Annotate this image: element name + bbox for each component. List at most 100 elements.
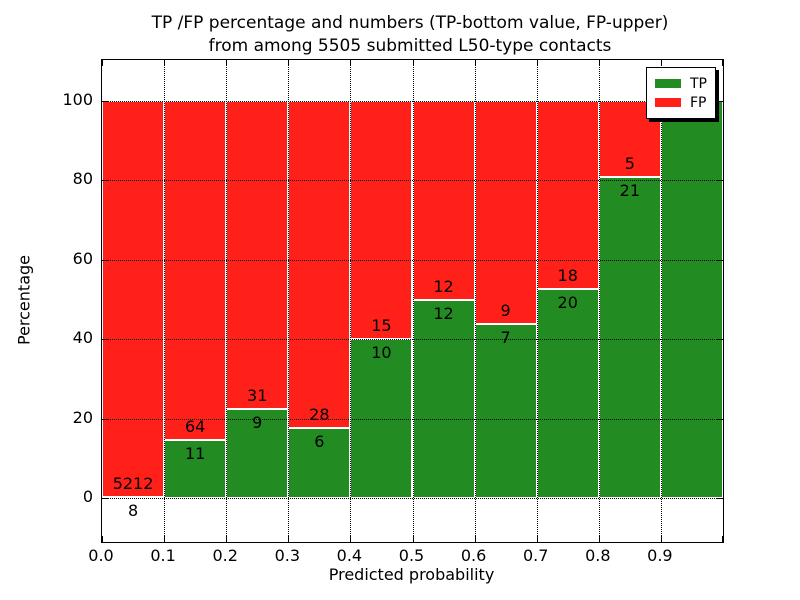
y-tick-mark [717,339,723,341]
y-tick-mark [717,498,723,499]
fp-bar-segment [102,101,165,498]
fp-bar-segment [288,101,351,428]
y-axis-label: Percentage [14,254,34,346]
y-tick-label: 0 [82,487,93,506]
tp-bar-segment [598,177,661,498]
y-tick-label: 100 [62,90,93,109]
y-tick-mark [102,180,108,182]
tp-count-label: 8 [127,501,139,521]
tp-swatch-icon [655,79,681,88]
x-tick-mark [598,536,600,542]
x-tick-label: 0.6 [460,546,487,565]
tp-bar-segment [164,439,227,498]
x-tick-mark [722,60,723,66]
legend-label: FP [690,94,707,111]
x-tick-mark [722,536,723,542]
x-tick-label: 0.7 [522,546,549,565]
y-tick-mark [102,101,108,102]
fp-count-label: 15 [371,316,392,336]
tp-bar-segment [412,299,475,498]
y-tick-mark [717,259,723,261]
x-tick-mark [288,536,290,542]
tp-count-label: 9 [252,412,263,432]
fp-count-label: 28 [309,404,330,424]
y-tick-mark [717,180,723,182]
x-tick-label: 0.1 [150,546,176,565]
y-tick-mark [717,418,723,420]
tp-count-label: 7 [500,328,511,348]
fp-count-label: 64 [184,416,206,436]
x-tick-mark [350,536,352,542]
tp-count-label: 20 [557,293,578,313]
fp-bar-segment [350,101,413,340]
x-tick-mark [474,60,476,66]
y-tick-mark [102,339,108,341]
tp-bar-segment [536,289,599,498]
vertical-gridline [164,60,166,542]
x-tick-mark [598,60,600,66]
chart-title-line1: TP /FP percentage and numbers (TP-bottom… [151,13,669,33]
fp-bar-segment [164,101,227,440]
y-tick-label: 80 [72,169,93,189]
vertical-gridline [288,60,290,542]
legend-label: TP [690,75,707,92]
fp-bar-segment [412,101,475,300]
x-tick-mark [412,536,414,542]
x-tick-mark [350,60,352,66]
vertical-gridline [350,60,352,542]
vertical-gridline [412,60,414,542]
vertical-gridline [536,60,538,542]
x-tick-mark [288,60,290,66]
x-tick-mark [660,60,662,66]
vertical-gridline [474,60,476,542]
x-tick-mark [474,536,476,542]
y-tick-mark [102,498,108,499]
tp-count-label: 6 [314,431,325,451]
x-tick-mark [660,536,662,542]
x-tick-label: 0.3 [274,546,301,565]
chart-title-line2: from among 5505 submitted L50-type conta… [208,36,612,56]
x-tick-label: 0.0 [88,546,114,565]
tp-bar-segment [474,324,537,498]
y-tick-mark [102,418,108,420]
tp-count-label: 21 [619,181,641,201]
legend: TP FP [646,67,716,119]
x-tick-mark [102,536,103,542]
y-tick-mark [717,101,723,102]
x-tick-mark [226,60,228,66]
x-tick-label: 0.5 [398,546,425,565]
x-tick-mark [536,536,538,542]
chart-title: TP /FP percentage and numbers (TP-bottom… [60,12,760,58]
fp-count-label: 9 [500,301,511,321]
fp-bar-segment [474,101,537,325]
tp-bar-segment [288,427,351,498]
legend-item: TP [655,74,707,93]
vertical-gridline [226,60,228,542]
fp-count-label: 5212 [112,474,154,494]
y-tick-mark [102,259,108,261]
fp-count-label: 18 [557,266,578,286]
tp-bar-segment [660,101,723,498]
fp-bar-segment [226,101,289,409]
legend-item: FP [655,93,707,112]
y-tick-label: 20 [72,407,93,427]
x-tick-mark [536,60,538,66]
fp-count-label: 31 [247,385,268,405]
x-tick-mark [164,60,166,66]
x-tick-label: 0.4 [336,546,363,565]
x-tick-mark [102,60,103,66]
y-tick-label: 60 [72,248,93,268]
fp-swatch-icon [655,98,681,107]
tp-count-label: 11 [184,443,206,463]
fp-count-label: 5 [624,154,635,174]
x-tick-label: 0.8 [585,546,611,565]
x-tick-mark [226,536,228,542]
x-tick-label: 0.2 [212,546,238,565]
tp-count-label: 10 [371,343,392,363]
fp-bar-segment [536,101,599,290]
x-tick-mark [164,536,166,542]
x-tick-mark [412,60,414,66]
tp-count-label: 12 [433,303,454,323]
